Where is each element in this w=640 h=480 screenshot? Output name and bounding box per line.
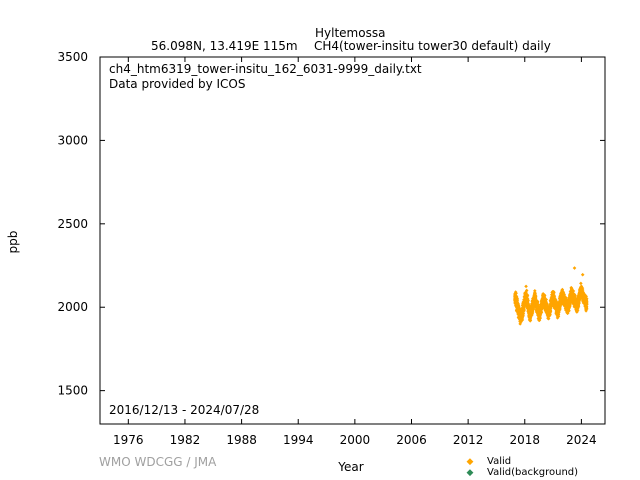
data-point-valid — [556, 314, 561, 319]
y-axis-ticks: 1500 2000 2500 3000 3500 — [57, 50, 605, 398]
data-point-valid — [520, 318, 525, 322]
x-tick-label: 2012 — [453, 433, 484, 447]
data-point-valid — [571, 289, 576, 293]
plot-frame — [99, 56, 606, 425]
data-point-valid — [567, 309, 571, 313]
series-valid-points — [513, 266, 589, 326]
y-tick-label: 2500 — [57, 217, 88, 231]
data-point-valid — [524, 288, 529, 293]
data-point-valid — [521, 311, 526, 316]
data-point-valid — [576, 304, 581, 309]
y-tick-label: 1500 — [57, 384, 88, 398]
y-tick-label: 3000 — [57, 133, 88, 147]
x-axis-ticks: 1976 1982 1988 1994 2000 2006 2012 2018 2024 — [113, 57, 597, 447]
data-point-valid — [542, 295, 547, 300]
x-tick-label: 1994 — [283, 433, 314, 447]
data-point-valid — [552, 291, 556, 295]
data-point-valid — [552, 296, 557, 300]
data-point-valid — [583, 293, 587, 298]
y-tick-label: 3500 — [57, 50, 88, 64]
data-point-valid — [533, 294, 538, 299]
period-annotation: 2016/12/13 - 2024/07/28 — [109, 403, 259, 417]
file-annotation: ch4_htm6319_tower-insitu_162_6031-9999_d… — [109, 62, 422, 76]
data-point-valid — [580, 272, 585, 277]
data-point-valid — [539, 310, 544, 314]
legend-label-background: Valid(background) — [487, 467, 578, 478]
data-point-valid — [584, 296, 589, 301]
data-point-valid — [538, 316, 543, 320]
data-point-valid — [546, 316, 551, 321]
legend-label-valid: Valid — [487, 456, 511, 467]
x-tick-label: 1976 — [113, 433, 144, 447]
data-point-valid — [575, 308, 580, 312]
data-point-valid — [525, 293, 530, 298]
data-point-valid — [572, 266, 577, 270]
legend: ◆ Valid ◆ Valid(background) — [467, 456, 579, 478]
data-point-valid — [584, 294, 588, 299]
data-point-valid — [568, 303, 573, 307]
data-point-valid — [526, 298, 530, 303]
legend-marker-valid: ◆ — [467, 457, 474, 467]
x-tick-label: 2018 — [509, 433, 540, 447]
data-point-valid — [573, 296, 578, 301]
data-point-valid — [573, 294, 578, 298]
data-point-valid — [565, 311, 570, 316]
data-point-valid — [580, 288, 585, 292]
credit-text: WMO WDCGG / JMA — [99, 455, 217, 469]
data-point-valid — [567, 306, 572, 310]
chart-series-description: CH4(tower-insitu tower30 default) daily — [314, 39, 551, 53]
data-point-valid — [522, 308, 527, 312]
x-axis-label: Year — [337, 460, 363, 474]
chart-station-title: Hyltemossa — [315, 26, 386, 40]
data-point-valid — [548, 312, 552, 317]
data-point-valid — [515, 296, 519, 301]
data-point-valid — [548, 309, 553, 313]
data-point-valid — [524, 284, 528, 289]
y-tick-label: 2000 — [57, 300, 88, 314]
data-point-valid — [580, 286, 585, 290]
data-point-valid — [517, 306, 521, 310]
data-point-valid — [535, 299, 540, 304]
provider-annotation: Data provided by ICOS — [109, 77, 245, 91]
data-point-valid — [570, 287, 574, 292]
data-point-valid — [514, 291, 518, 296]
data-point-valid — [522, 304, 527, 308]
data-point-valid — [521, 313, 525, 318]
data-point-valid — [584, 302, 589, 306]
data-point-valid — [568, 300, 573, 305]
data-point-valid — [548, 306, 553, 311]
data-point-valid — [544, 297, 549, 302]
data-point-valid — [584, 304, 589, 309]
data-point-valid — [584, 307, 589, 311]
x-tick-label: 2024 — [566, 433, 597, 447]
legend-marker-background: ◆ — [467, 468, 474, 478]
data-point-valid — [579, 281, 583, 286]
chart-location: 56.098N, 13.419E 115m — [151, 39, 298, 53]
data-point-valid — [528, 318, 533, 323]
x-tick-label: 2000 — [340, 433, 371, 447]
x-tick-label: 1982 — [170, 433, 201, 447]
data-point-valid — [533, 289, 537, 293]
data-point-valid — [540, 306, 545, 311]
data-point-valid — [542, 293, 547, 298]
y-axis-label: ppb — [6, 231, 20, 254]
x-tick-label: 1988 — [226, 433, 257, 447]
data-point-valid — [515, 298, 520, 302]
data-point-valid — [518, 322, 522, 326]
x-tick-label: 2006 — [396, 433, 427, 447]
